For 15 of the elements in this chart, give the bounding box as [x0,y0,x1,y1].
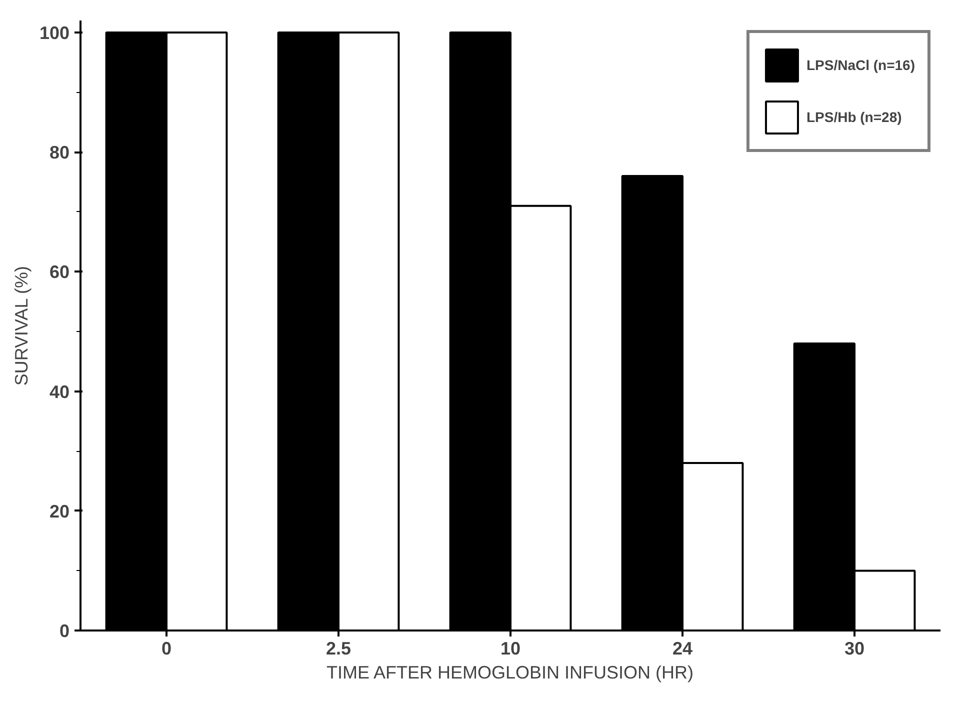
legend-label: LPS/NaCl (n=16) [806,57,915,73]
y-tick-label: 100 [39,22,70,43]
x-tick-label: 2.5 [326,638,352,658]
y-axis-title: SURVIVAL (%) [11,266,32,386]
y-tick-label: 40 [49,382,70,402]
x-axis-title: TIME AFTER HEMOGLOBIN INFUSION (HR) [326,662,694,682]
x-tick-label: 24 [672,638,693,658]
x-tick-label: 10 [500,638,521,658]
x-tick-label: 0 [161,638,172,658]
y-tick-label: 0 [59,621,70,641]
y-tick-label: 20 [49,501,70,522]
y-tick-label: 60 [49,262,70,282]
legend-label: LPS/Hb (n=28) [806,109,902,125]
y-tick-label: 80 [49,142,70,163]
x-tick-label: 30 [844,638,865,658]
